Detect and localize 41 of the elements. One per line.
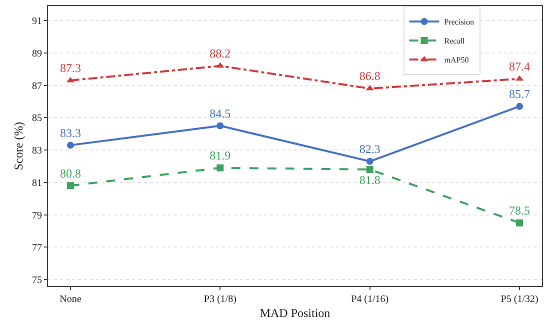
y-tick-label: 77 [32,242,42,254]
data-label: 84.5 [210,106,231,120]
data-label: 81.8 [359,172,380,187]
data-label: 86.8 [359,69,380,84]
point [216,62,224,68]
y-tick-label: 83 [32,146,42,157]
point [516,219,524,226]
x-tick-label: P5 (1/32) [500,294,538,305]
y-tick-label: 75 [32,275,42,286]
data-label: 87.3 [60,61,81,76]
legend-label: mAP50 [444,56,469,65]
point [216,122,224,130]
data-label: 81.9 [210,148,231,162]
point [66,142,74,149]
data-label: 88.2 [210,46,231,61]
point [66,182,74,190]
x-tick-label: P3 (1/8) [204,294,236,305]
data-label: 78.5 [509,204,530,218]
point [216,164,224,172]
data-label: 85.7 [509,86,530,101]
data-label: 80.8 [60,166,81,180]
point [366,166,374,173]
legend-label: Precision [444,18,474,27]
x-tick-label: P4 (1/16) [351,294,389,305]
y-tick-label: 79 [32,210,42,222]
point [366,158,374,165]
y-tick-label: 81 [32,178,42,189]
y-tick-label: 85 [32,113,42,124]
data-label: 83.3 [60,126,81,140]
y-tick-label: 89 [32,48,42,60]
x-tick-label: None [60,294,82,305]
y-tick-label: 91 [32,16,42,28]
y-tick-label: 87 [32,80,42,92]
point [516,75,524,81]
legend-label: Recall [444,36,466,46]
x-axis-title: MAD Position [260,306,330,320]
data-label: 82.3 [359,142,380,156]
data-label: 87.4 [509,59,530,74]
point [516,102,524,110]
point [66,76,74,82]
y-axis-title: Score (%) [11,122,26,170]
